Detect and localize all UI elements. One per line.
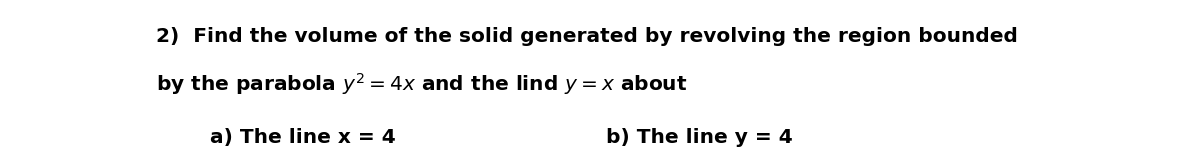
Text: b) The line y = 4: b) The line y = 4 [606,128,793,147]
Text: 2)  Find the volume of the solid generated by revolving the region bounded: 2) Find the volume of the solid generate… [156,27,1018,47]
Text: a) The line x = 4: a) The line x = 4 [210,128,396,147]
Text: by the parabola $y^2 = 4x$ and the lind $y = x$ about: by the parabola $y^2 = 4x$ and the lind … [156,71,688,97]
